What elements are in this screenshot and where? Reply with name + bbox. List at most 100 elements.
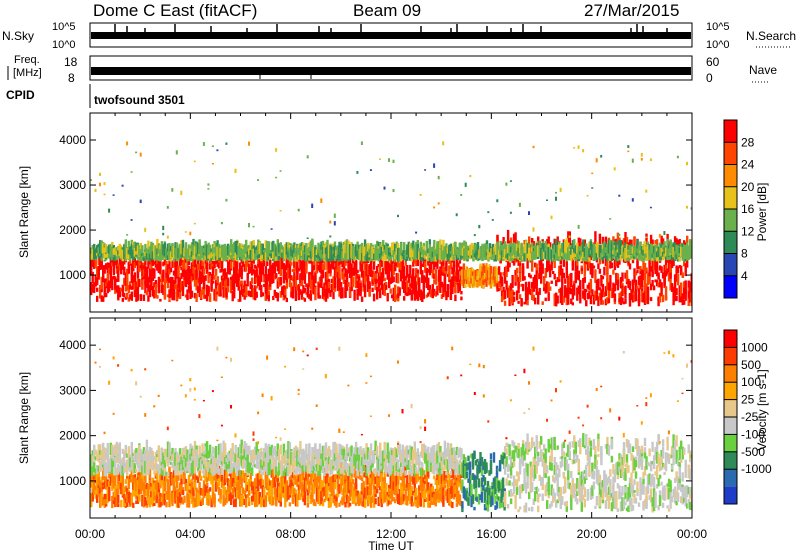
echo-cell	[545, 298, 547, 302]
echo-cell	[546, 200, 548, 202]
echo-cell	[584, 263, 586, 276]
echo-cell	[235, 499, 237, 504]
echo-cell	[614, 167, 616, 170]
echo-cell	[113, 269, 115, 272]
echo-cell	[662, 295, 664, 302]
echo-cell	[122, 185, 124, 187]
freq-trace	[91, 67, 691, 75]
echo-cell	[579, 292, 581, 304]
echo-cell	[542, 266, 544, 274]
echo-cell	[650, 297, 652, 301]
echo-cell	[508, 262, 510, 267]
echo-cell	[590, 295, 592, 304]
echo-cell	[203, 268, 205, 275]
echo-cell	[528, 211, 530, 215]
echo-cell	[290, 262, 292, 266]
echo-cell	[591, 187, 593, 189]
echo-cell	[334, 276, 336, 288]
echo-cell	[170, 259, 172, 262]
echo-cell	[167, 206, 169, 209]
echo-cell	[542, 301, 544, 305]
echo-cell	[272, 296, 274, 300]
echo-cell	[180, 479, 182, 485]
echo-cell	[585, 300, 587, 305]
echo-cell	[435, 270, 437, 284]
echo-cell	[104, 194, 106, 196]
cpid-label: CPID	[6, 88, 35, 102]
echo-cell	[591, 173, 593, 175]
freq-label-line2: [MHz]	[13, 67, 42, 79]
echo-cell	[523, 276, 525, 280]
echo-cell	[530, 275, 532, 279]
echo-cell	[135, 152, 137, 154]
echo-cell	[614, 293, 616, 301]
echo-cell	[511, 275, 513, 288]
echo-cell	[645, 190, 647, 193]
echo-cell	[92, 272, 94, 283]
echo-cell	[168, 299, 170, 302]
nave-label: Nave	[749, 63, 777, 77]
echo-cell	[126, 142, 128, 146]
echo-cell	[397, 215, 399, 217]
echo-cell	[469, 175, 471, 177]
echo-cell	[370, 169, 372, 171]
echo-cell	[516, 268, 518, 274]
echo-cell	[156, 295, 158, 299]
echo-cell	[361, 141, 363, 145]
echo-cell	[573, 283, 575, 295]
echo-cell	[685, 289, 687, 301]
freq-tick-high: 18	[64, 55, 78, 69]
echo-cell	[307, 503, 309, 508]
y-tick-label: 1000	[59, 268, 86, 282]
echo-cell	[138, 279, 140, 287]
echo-cell	[120, 500, 122, 507]
echo-cell	[460, 291, 462, 294]
echo-cell	[513, 292, 515, 296]
echo-cell	[227, 278, 229, 286]
echo-cell	[141, 245, 143, 253]
echo-cell	[433, 207, 435, 209]
echo-cell	[609, 218, 611, 220]
echo-cell	[555, 192, 557, 194]
echo-cell	[438, 176, 440, 179]
echo-cell	[417, 270, 419, 274]
echo-cell	[213, 494, 215, 498]
echo-cell	[629, 263, 631, 269]
echo-cell	[356, 171, 358, 174]
echo-cell	[248, 497, 250, 502]
echo-cell	[307, 238, 309, 240]
echo-cell	[114, 476, 116, 485]
echo-cell	[624, 298, 626, 304]
echo-cell	[275, 177, 277, 179]
echo-cell	[591, 269, 593, 277]
echo-cell	[393, 160, 395, 163]
echo-cell	[159, 299, 161, 302]
echo-cell	[539, 288, 541, 295]
echo-cell	[212, 163, 214, 165]
echo-cell	[650, 207, 652, 209]
echo-cell	[599, 269, 601, 274]
echo-cell	[632, 159, 634, 163]
freq-tick-low: 8	[68, 71, 75, 85]
y-tick-label: 4000	[59, 133, 86, 147]
echo-cell	[280, 277, 282, 286]
freq-label-line1: Freq.	[14, 54, 40, 66]
nsky-trace	[91, 32, 691, 39]
echo-cell	[641, 153, 643, 157]
echo-cell	[438, 202, 440, 204]
echo-cell	[504, 290, 506, 299]
echo-cell	[162, 270, 164, 278]
echo-cell	[247, 273, 249, 286]
echo-cell	[168, 504, 170, 507]
echo-cell	[460, 267, 462, 270]
echo-cell	[352, 277, 354, 286]
echo-cell	[230, 261, 232, 269]
echo-cell	[113, 194, 115, 196]
echo-cell	[256, 295, 258, 298]
echo-cell	[185, 479, 187, 483]
echo-cell	[304, 298, 306, 302]
echo-cell	[573, 147, 575, 149]
echo-cell	[167, 236, 169, 239]
echo-cell	[248, 142, 250, 146]
